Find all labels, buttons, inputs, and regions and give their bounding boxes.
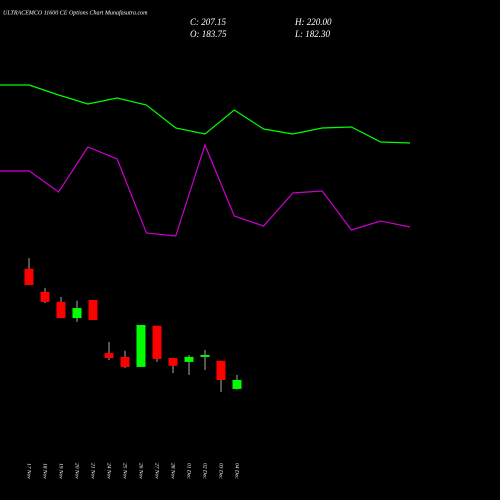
x-tick-label: 18 Nov [42,463,48,479]
ohlc-high: H: 220.00 [294,17,332,27]
indicator-line [0,143,411,237]
x-tick-label: 25 Nov [122,463,128,479]
candle-body [56,301,66,319]
candle-body [120,356,130,367]
candle-body [216,360,226,380]
candle-body [200,355,210,357]
candle-body [104,353,114,359]
candle-body [40,291,50,302]
candle-body [184,356,194,362]
indicator-line [0,84,411,144]
x-tick-label: 01 Dec [186,463,192,479]
candle-body [136,325,146,367]
ohlc-open: O: 183.75 [190,29,227,39]
x-tick-label: 19 Nov [58,463,64,479]
x-tick-label: 24 Nov [106,463,113,479]
x-tick-label: 03 Dec [218,463,224,479]
candle-body [152,325,162,359]
x-tick-label: 17 Nov [26,463,32,479]
x-tick-label: 02 Dec [202,463,208,479]
chart-title: ULTRACEMCO 11600 CE Options Chart Munafa… [3,9,148,16]
x-tick-label: 28 Nov [170,463,176,479]
candle-body [24,268,34,285]
x-tick-label: 27 Nov [154,463,160,479]
candle-body [168,358,178,366]
x-tick-label: 04 Dec [234,463,241,479]
candle-body [88,300,98,320]
ohlc-low: L: 182.30 [294,29,331,39]
x-tick-label: 21 Nov [90,463,96,479]
x-tick-label: 26 Nov [138,463,144,479]
candle-body [72,308,82,319]
x-tick-label: 20 Nov [74,463,80,479]
candle-body [232,379,242,389]
ohlc-close: C: 207.15 [190,17,227,27]
